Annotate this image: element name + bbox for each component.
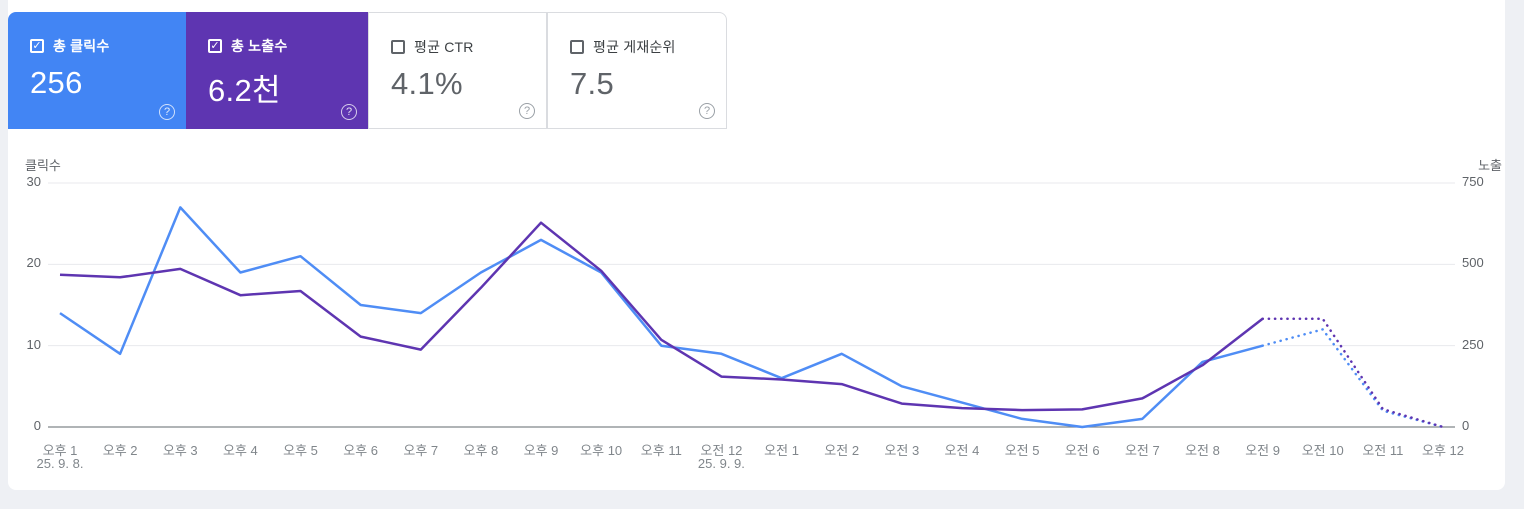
x-axis-label: 오전 6 (1064, 443, 1100, 458)
x-axis-date-label: 25. 9. 9. (697, 456, 745, 471)
right-axis-tick: 0 (1462, 418, 1470, 433)
impressions-line-dotted (1261, 317, 1445, 429)
impressions-help-icon[interactable]: ? (341, 104, 357, 120)
x-axis-label: 오후 2 (102, 443, 138, 458)
x-axis-label: 오후 11 (640, 443, 682, 458)
right-axis-tick: 750 (1462, 174, 1484, 189)
x-axis-label: 오전 2 (824, 443, 860, 458)
ctr-checkbox[interactable] (391, 40, 405, 54)
ctr-card-value: 4.1% (391, 66, 463, 101)
x-axis-label: 오전 10 (1301, 443, 1344, 458)
right-axis-tick: 500 (1462, 255, 1484, 271)
metric-card-impressions[interactable]: ✓ 총 노출수 6.2천 ? (186, 12, 368, 129)
right-axis-title: 노출 (1478, 158, 1502, 173)
impressions-card-label: 총 노출수 (231, 38, 288, 54)
ctr-help-icon[interactable]: ? (519, 103, 535, 119)
metric-card-ctr[interactable]: 평균 CTR 4.1% ? (368, 12, 547, 129)
clicks-help-icon[interactable]: ? (159, 104, 175, 120)
x-axis-label: 오전 8 (1185, 443, 1220, 458)
left-axis-tick: 20 (26, 255, 41, 271)
performance-chart: 클릭수 노출 30 20 10 0 750 500 250 0 오후 1 25. 9. 8. 오… (0, 149, 1524, 509)
x-axis-label: 오후 3 (162, 443, 198, 458)
clicks-checkbox[interactable]: ✓ (30, 39, 44, 53)
left-axis-title: 클릭수 (25, 158, 61, 173)
clicks-line-dotted (1261, 328, 1445, 429)
position-card-value: 7.5 (570, 66, 614, 101)
left-axis-tick: 10 (26, 336, 41, 352)
position-help-icon[interactable]: ? (699, 103, 715, 119)
position-checkbox[interactable] (570, 40, 584, 54)
x-axis-label: 오전 3 (884, 443, 920, 458)
x-axis-date-label: 25. 9. 8. (36, 456, 84, 471)
position-card-label: 평균 게재순위 (593, 39, 676, 55)
x-axis-label: 오후 1 (42, 443, 78, 458)
x-axis-label: 오전 11 (1362, 443, 1404, 458)
impressions-checkbox[interactable]: ✓ (208, 39, 222, 53)
x-axis-label: 오후 5 (283, 443, 318, 458)
x-axis-label: 오전 9 (1245, 443, 1280, 458)
x-axis-label: 오후 8 (463, 443, 499, 458)
x-axis-label: 오전 12 (700, 443, 743, 458)
x-axis-label: 오후 10 (580, 443, 623, 458)
left-axis-tick: 30 (26, 174, 41, 189)
x-axis-label: 오후 7 (403, 443, 439, 458)
metric-cards-row: ✓ 총 클릭수 256 ? ✓ 총 노출수 6.2천 ? 평균 CTR 4.1%… (8, 12, 727, 129)
clicks-card-label: 총 클릭수 (53, 38, 110, 54)
x-axis-label: 오후 9 (523, 443, 559, 458)
x-axis-label: 오후 4 (222, 443, 258, 458)
x-axis-label: 오전 7 (1124, 443, 1160, 458)
impressions-card-value: 6.2천 (208, 73, 281, 108)
chart-plot-area[interactable] (0, 149, 1524, 509)
clicks-card-value: 256 (30, 65, 83, 100)
impressions-line (59, 221, 1264, 412)
x-axis-label: 오후 12 (1421, 443, 1464, 458)
right-axis-tick: 250 (1462, 336, 1484, 352)
ctr-card-label: 평균 CTR (414, 39, 474, 55)
metric-card-position[interactable]: 평균 게재순위 7.5 ? (547, 12, 727, 129)
x-axis-label: 오전 1 (764, 443, 799, 458)
x-axis-label: 오전 4 (944, 443, 980, 458)
left-axis-tick: 0 (33, 418, 41, 433)
x-axis-label: 오전 5 (1004, 443, 1040, 458)
x-axis-label: 오후 6 (343, 443, 379, 458)
clicks-line (59, 206, 1263, 429)
metric-card-clicks[interactable]: ✓ 총 클릭수 256 ? (8, 12, 186, 129)
